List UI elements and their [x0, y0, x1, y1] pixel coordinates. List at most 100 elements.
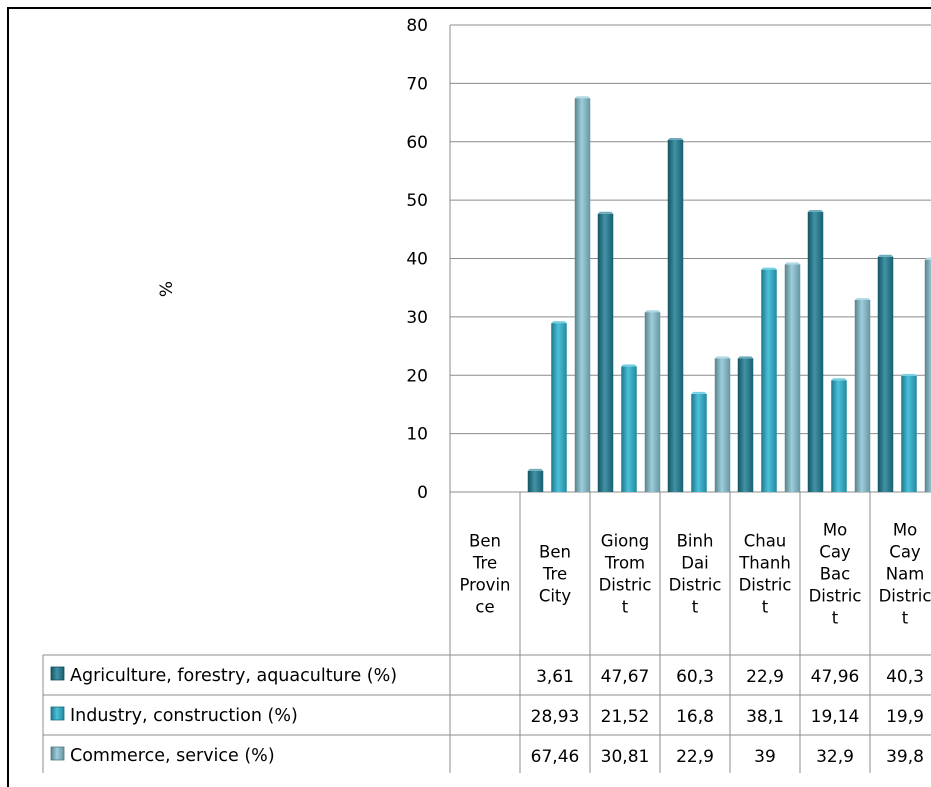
data-value: 39,8 [886, 747, 924, 767]
category-label: Dai [681, 554, 708, 573]
data-value: 39 [754, 747, 776, 767]
category-label: t [692, 598, 699, 617]
data-value: 19,9 [886, 707, 924, 727]
bar [667, 139, 684, 492]
bar [737, 358, 754, 492]
bar [761, 269, 777, 492]
category-label: Mo [893, 521, 917, 540]
data-value: 22,9 [676, 747, 714, 767]
category-label: Distric [879, 587, 931, 606]
category-label: Mo [823, 521, 847, 540]
data-value: 67,46 [531, 747, 580, 767]
category-label: Chau [744, 532, 787, 551]
bar [854, 299, 871, 492]
bar [691, 393, 707, 492]
data-value: 28,93 [531, 707, 580, 727]
bar [901, 375, 917, 492]
bar-cap [737, 356, 754, 359]
data-value: 60,3 [676, 667, 714, 687]
bar [621, 366, 637, 492]
data-value: 40,3 [886, 667, 924, 687]
data-value: 16,8 [676, 707, 714, 727]
category-label: Bac [820, 565, 851, 584]
category-label: Distric [739, 576, 792, 595]
legend-label: Agriculture, forestry, aquaculture (%) [70, 666, 397, 686]
data-value: 47,96 [811, 667, 860, 687]
legend-label: Commerce, service (%) [70, 746, 275, 766]
bar [574, 98, 591, 493]
y-tick-label: 80 [406, 16, 428, 36]
category-label: t [622, 598, 629, 617]
category-label: Distric [669, 576, 722, 595]
bar [597, 213, 614, 492]
category-label: Nam [886, 565, 925, 584]
category-label: Cay [819, 543, 851, 562]
category-label: t [832, 609, 839, 628]
legend-swatch [50, 706, 65, 721]
chart-frame [7, 7, 931, 787]
category-label: ce [475, 598, 494, 617]
category-label: Tre [472, 554, 497, 573]
category-label: Trom [604, 554, 645, 573]
category-label: City [539, 587, 572, 606]
data-value: 22,9 [746, 667, 784, 687]
bar-cap [714, 356, 731, 359]
legend-swatch [50, 666, 65, 681]
bar [877, 256, 894, 492]
category-label: Binh [677, 532, 714, 551]
data-value: 47,67 [601, 667, 650, 687]
bar [831, 380, 847, 492]
bar-cap [761, 267, 777, 270]
bar [714, 358, 731, 492]
bar-cap [784, 262, 801, 265]
bar-cap [691, 391, 707, 394]
category-label: Distric [599, 576, 652, 595]
bar-cap [924, 257, 931, 260]
data-value: 38,1 [746, 707, 784, 727]
y-tick-label: 50 [406, 191, 428, 211]
bar-cap [831, 378, 847, 381]
bar [784, 264, 801, 492]
bar-cap [574, 96, 591, 99]
y-tick-label: 60 [406, 133, 428, 153]
category-label: Tre [542, 565, 567, 584]
category-label: Distric [809, 587, 862, 606]
y-tick-label: 10 [406, 425, 428, 445]
category-label: t [902, 609, 909, 628]
bar-cap [621, 364, 637, 367]
bar-cap [527, 468, 544, 471]
bar-cap [551, 321, 567, 324]
y-tick-label: 70 [406, 74, 428, 94]
bar-cap [644, 310, 661, 313]
y-tick-label: 20 [406, 366, 428, 386]
legend-label: Industry, construction (%) [70, 706, 298, 726]
y-tick-label: 30 [406, 308, 428, 328]
category-label: Cay [889, 543, 921, 562]
data-value: 3,61 [536, 667, 574, 687]
bar [644, 312, 661, 492]
category-label: Thanh [738, 554, 791, 573]
bar-cap [854, 297, 871, 300]
data-value: 32,9 [816, 747, 854, 767]
category-label: Provin [460, 576, 511, 595]
y-axis-label: % [157, 281, 177, 297]
category-label: Ben [469, 532, 501, 551]
bar-cap [807, 210, 824, 213]
bar-cap [877, 254, 894, 257]
bar [527, 470, 544, 492]
data-value: 21,52 [601, 707, 650, 727]
legend-swatch [50, 746, 65, 761]
bar [807, 212, 824, 492]
data-value: 30,81 [601, 747, 650, 767]
data-value: 19,14 [811, 707, 860, 727]
category-label: t [762, 598, 769, 617]
category-label: Giong [601, 532, 649, 551]
y-tick-label: 0 [417, 483, 428, 503]
bar-cap [667, 137, 684, 140]
bar-cap [901, 373, 917, 376]
bar [924, 259, 931, 492]
category-label: Ben [539, 543, 571, 562]
bar [551, 323, 567, 492]
bar-cap [597, 211, 614, 214]
